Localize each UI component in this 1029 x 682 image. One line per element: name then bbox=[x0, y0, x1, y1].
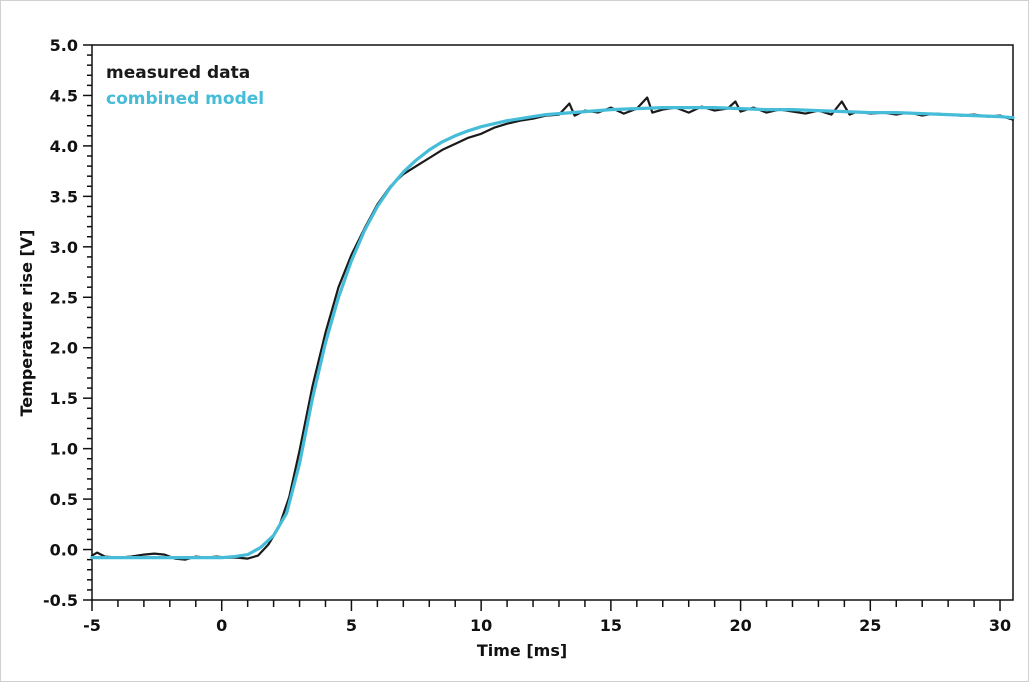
x-axis-title: Time [ms] bbox=[477, 641, 567, 660]
x-tick-label: 15 bbox=[600, 616, 622, 635]
y-tick-label: 1.5 bbox=[50, 389, 78, 408]
series-layer bbox=[90, 96, 1015, 561]
combined-model-line bbox=[90, 105, 1015, 560]
y-axis-title: Temperature rise [V] bbox=[17, 230, 36, 417]
y-tick-label: 5.0 bbox=[50, 36, 78, 55]
y-tick-label: 3.0 bbox=[50, 238, 78, 257]
y-tick-label: 0.5 bbox=[50, 490, 78, 509]
legend-combined-model: combined model bbox=[106, 89, 264, 109]
plot-area-border bbox=[91, 44, 1014, 601]
x-axis-ticks: -5 0 5 10 15 20 25 30 bbox=[83, 600, 1011, 635]
y-tick-label: 0.0 bbox=[50, 541, 78, 560]
x-tick-label: 5 bbox=[346, 616, 357, 635]
y-tick-label: 1.0 bbox=[50, 440, 78, 459]
x-tick-label: 20 bbox=[729, 616, 751, 635]
y-tick-label: 2.0 bbox=[50, 339, 78, 358]
y-tick-label: 3.5 bbox=[50, 187, 78, 206]
y-tick-label: 4.0 bbox=[50, 137, 78, 156]
y-tick-label: 2.5 bbox=[50, 288, 78, 307]
x-tick-label: 30 bbox=[989, 616, 1011, 635]
legend-measured-data: measured data bbox=[106, 63, 250, 83]
y-axis-ticks: -0.5 0.0 0.5 1.0 1.5 2.0 2.5 3.0 3.5 4.0 4.5 5.0 bbox=[43, 36, 92, 610]
x-tick-label: 25 bbox=[859, 616, 881, 635]
x-tick-label: 10 bbox=[470, 616, 492, 635]
x-tick-label: -5 bbox=[83, 616, 101, 635]
y-tick-label: 4.5 bbox=[50, 86, 78, 105]
y-tick-label: -0.5 bbox=[43, 591, 78, 610]
measured-data-line bbox=[90, 96, 1015, 561]
legend: measured data combined model bbox=[106, 63, 264, 109]
x-tick-label: 0 bbox=[216, 616, 227, 635]
